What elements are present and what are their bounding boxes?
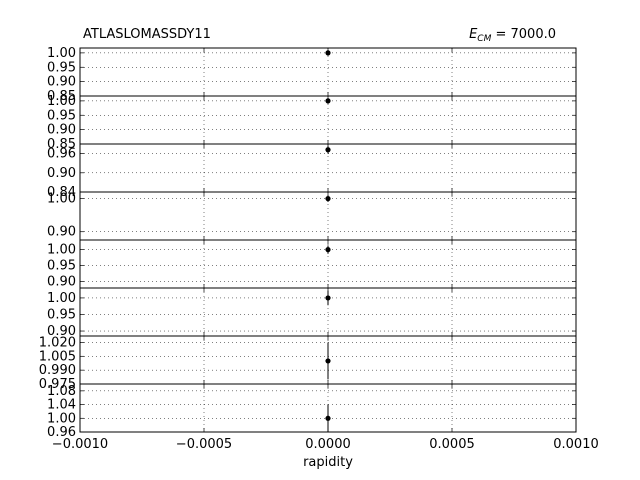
y-tick-label: 0.975 [39, 377, 76, 392]
y-tick-label: 0.95 [47, 307, 76, 322]
y-tick-label: 0.90 [47, 166, 76, 181]
panel-5: 1.000.950.90 [47, 239, 577, 290]
x-tick-label: 0.0005 [429, 437, 475, 452]
y-tick-label: 0.90 [47, 123, 76, 138]
data-point [325, 98, 331, 104]
y-tick-label: 1.00 [47, 243, 76, 258]
energy-value: = 7000.0 [491, 27, 556, 42]
y-tick-label: 0.90 [47, 75, 76, 90]
y-tick-label: 0.85 [47, 137, 76, 152]
x-axis-label: rapidity [303, 455, 353, 470]
data-point [325, 147, 331, 153]
energy-symbol: E [469, 27, 478, 42]
y-tick-label: 0.84 [47, 185, 76, 200]
data-point [325, 295, 331, 301]
y-tick-label: 1.04 [47, 398, 76, 413]
chart-title: ATLASLOMASSDY11 [83, 27, 211, 42]
data-point [325, 50, 331, 56]
y-tick-label: 0.90 [47, 225, 76, 240]
y-tick-label: 0.85 [47, 89, 76, 104]
y-tick-label: 0.95 [47, 108, 76, 123]
x-axis: −0.0010 −0.0005 0.0000 0.0005 0.0010 [52, 437, 599, 452]
x-tick-label: 0.0010 [553, 437, 599, 452]
y-tick-label: 0.95 [47, 60, 76, 75]
energy-label: ECM = 7000.0 [469, 27, 556, 44]
data-point [325, 247, 331, 253]
y-tick-label: 1.020 [39, 335, 76, 350]
y-tick-label: 0.90 [47, 275, 76, 290]
y-tick-label: 1.00 [47, 94, 76, 109]
panel-8: 1.081.041.000.96 [47, 383, 577, 440]
y-tick-label: 0.96 [47, 425, 76, 440]
panel-1: 1.000.950.900.85 [47, 46, 577, 104]
x-tick-label: −0.0010 [52, 437, 108, 452]
panel-6: 1.000.95 0.90 [47, 287, 577, 339]
y-tick-label: 0.96 [47, 147, 76, 162]
y-tick-label: 1.00 [47, 192, 76, 207]
y-tick-label: 0.990 [39, 363, 76, 378]
panels-group: 1.000.950.900.851.000.950.900.850.960.90… [39, 46, 577, 440]
y-tick-label: 0.95 [47, 259, 76, 274]
data-point [325, 415, 331, 421]
y-tick-label: 1.08 [47, 384, 76, 399]
y-tick-label: 1.00 [47, 411, 76, 426]
energy-subscript: CM [477, 34, 491, 44]
y-tick-label: 1.00 [47, 291, 76, 306]
data-point [325, 196, 331, 202]
panel-3: 0.96 0.90 0.84 [47, 143, 577, 200]
y-tick-label: 1.00 [47, 46, 76, 61]
y-tick-label: 1.005 [39, 349, 76, 364]
x-tick-label: −0.0005 [176, 437, 232, 452]
y-tick-label: 0.90 [47, 324, 76, 339]
panel-2: 1.000.950.900.85 [47, 94, 577, 152]
data-point [325, 358, 331, 364]
panel-4: 1.00 0.90 [47, 191, 577, 241]
x-tick-label: 0.0000 [305, 437, 351, 452]
